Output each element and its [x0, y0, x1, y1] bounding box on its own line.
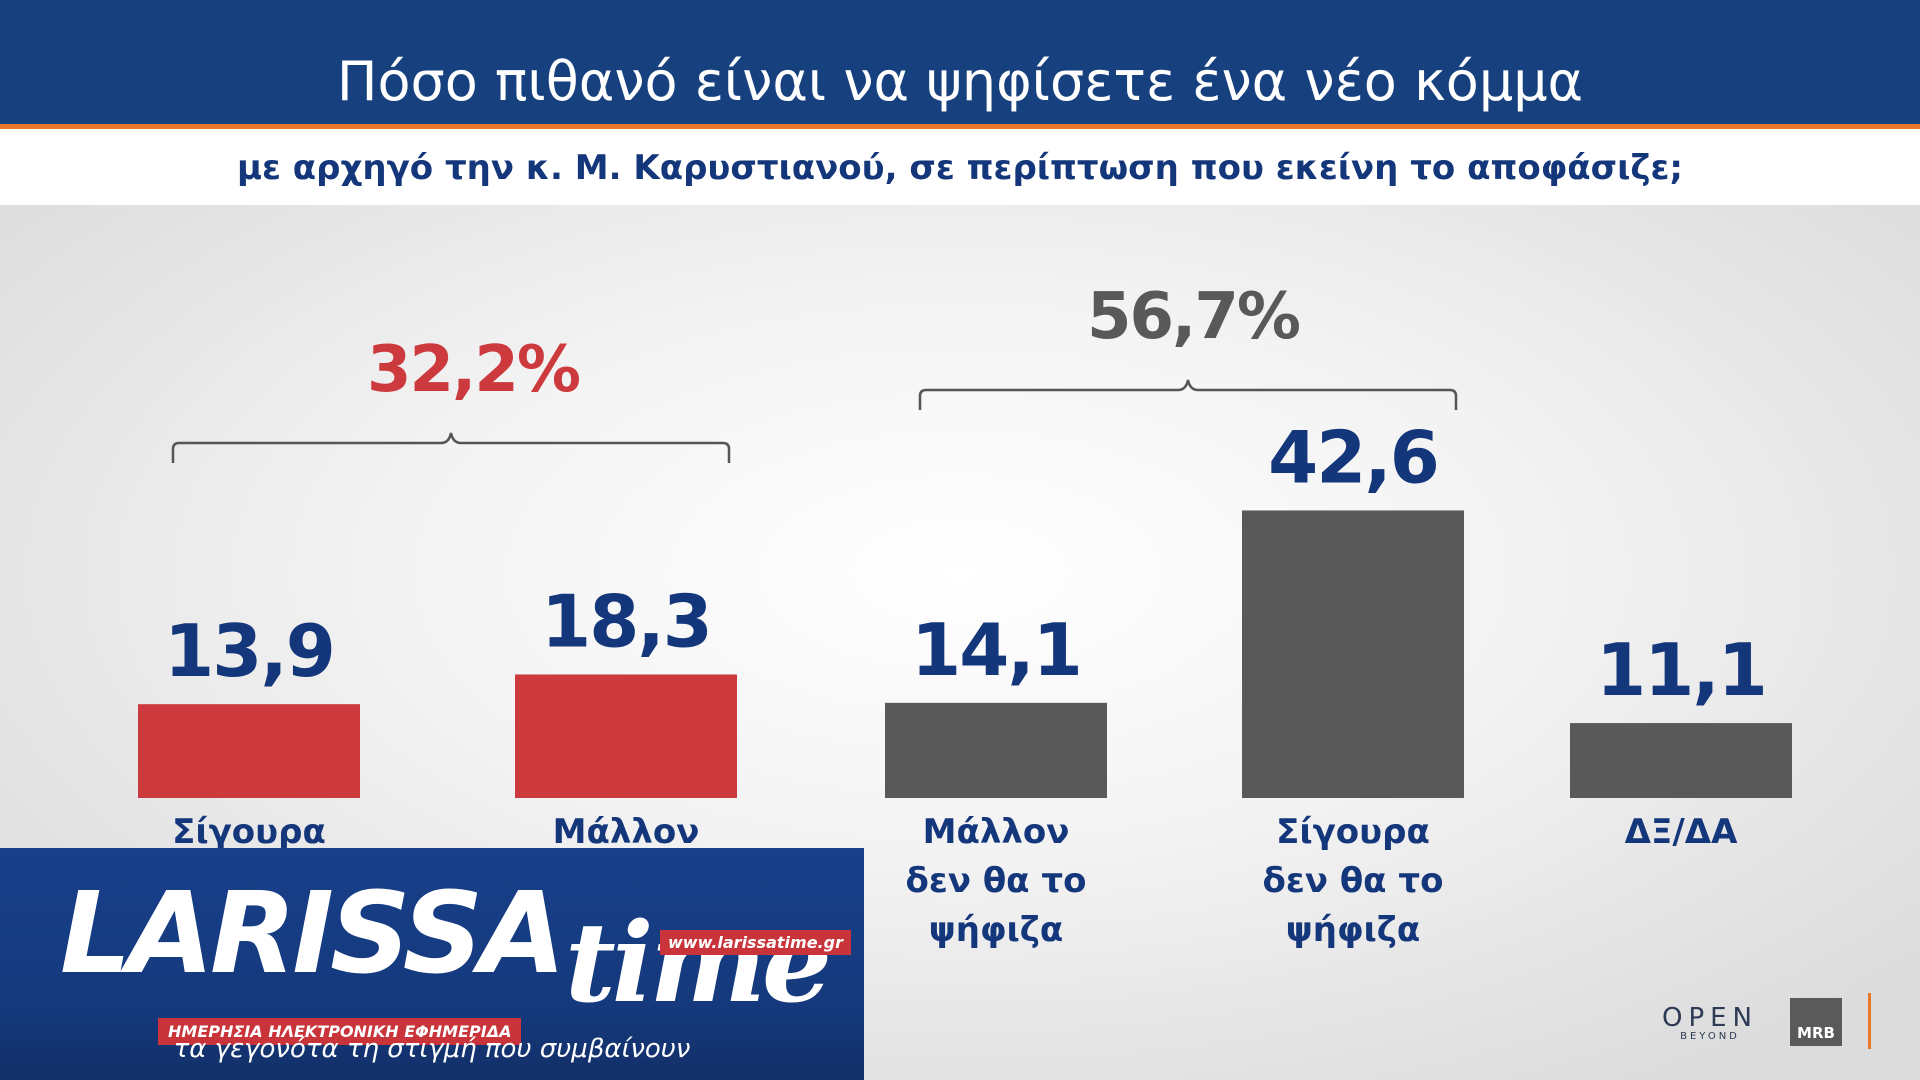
category-label-4-line-1: Σίγουρα [1276, 812, 1430, 852]
category-label-2-line-1: Μάλλον [553, 812, 700, 852]
category-label-1-line-1: Σίγουρα [172, 812, 326, 852]
larissa-slogan: τα γεγονότα τη στιγμή που συμβαίνουν [173, 1034, 691, 1064]
header-bar [0, 0, 1920, 126]
value-label-4: 42,6 [1268, 415, 1438, 499]
value-label-1: 13,9 [164, 609, 334, 693]
category-label-3-line-1: Μάλλον [923, 812, 1070, 852]
open-beyond-logo: OPEN BEYOND [1655, 1003, 1765, 1042]
bar-2 [515, 674, 737, 798]
page-title: Πόσο πιθανό είναι να ψηφίσετε ένα νέο κό… [336, 50, 1584, 113]
category-label-3-line-2: δεν θα το [906, 861, 1087, 901]
larissa-url-badge: www.larissatime.gr [660, 930, 851, 955]
larissa-tagline-badge: ΗΜΕΡΗΣΙΑ ΗΛΕΚΤΡΟΝΙΚΗ ΕΦΗΜΕΡΙΔΑ [158, 1018, 522, 1045]
bar-5 [1570, 723, 1792, 798]
larissa-wordmark: LARISSA [60, 869, 566, 999]
subtitle-bar [0, 129, 1920, 205]
value-label-2: 18,3 [541, 579, 711, 663]
page-subtitle: με αρχηγό την κ. Μ. Καρυστιανού, σε περί… [237, 148, 1683, 188]
category-label-4-line-3: ψήφιζα [1286, 910, 1421, 950]
group-total-1: 32,2% [367, 333, 580, 407]
open-logo-text: OPEN [1661, 1003, 1759, 1033]
accent-divider [0, 124, 1920, 129]
group-bracket-1 [171, 432, 731, 463]
category-label-5-line-1: ΔΞ/ΔΑ [1625, 812, 1739, 852]
time-wordmark: time [565, 898, 832, 1027]
bar-1 [138, 704, 360, 798]
value-label-3: 14,1 [911, 608, 1081, 692]
group-bracket-2 [918, 379, 1458, 410]
mrb-logo: MRB [1790, 998, 1842, 1046]
bar-4 [1242, 510, 1464, 798]
mrb-logo-text: MRB [1797, 1024, 1835, 1042]
category-label-4-line-2: δεν θα το [1263, 861, 1444, 901]
logo-divider [1868, 993, 1871, 1049]
bar-3 [885, 702, 1107, 798]
value-label-5: 11,1 [1596, 628, 1766, 712]
open-logo-subtext: BEYOND [1680, 1031, 1740, 1042]
category-label-3-line-3: ψήφιζα [929, 910, 1064, 950]
larissatime-logo: LARISSA time www.larissatime.gr ΗΜΕΡΗΣΙΑ… [0, 848, 864, 1080]
group-total-2: 56,7% [1087, 280, 1300, 354]
